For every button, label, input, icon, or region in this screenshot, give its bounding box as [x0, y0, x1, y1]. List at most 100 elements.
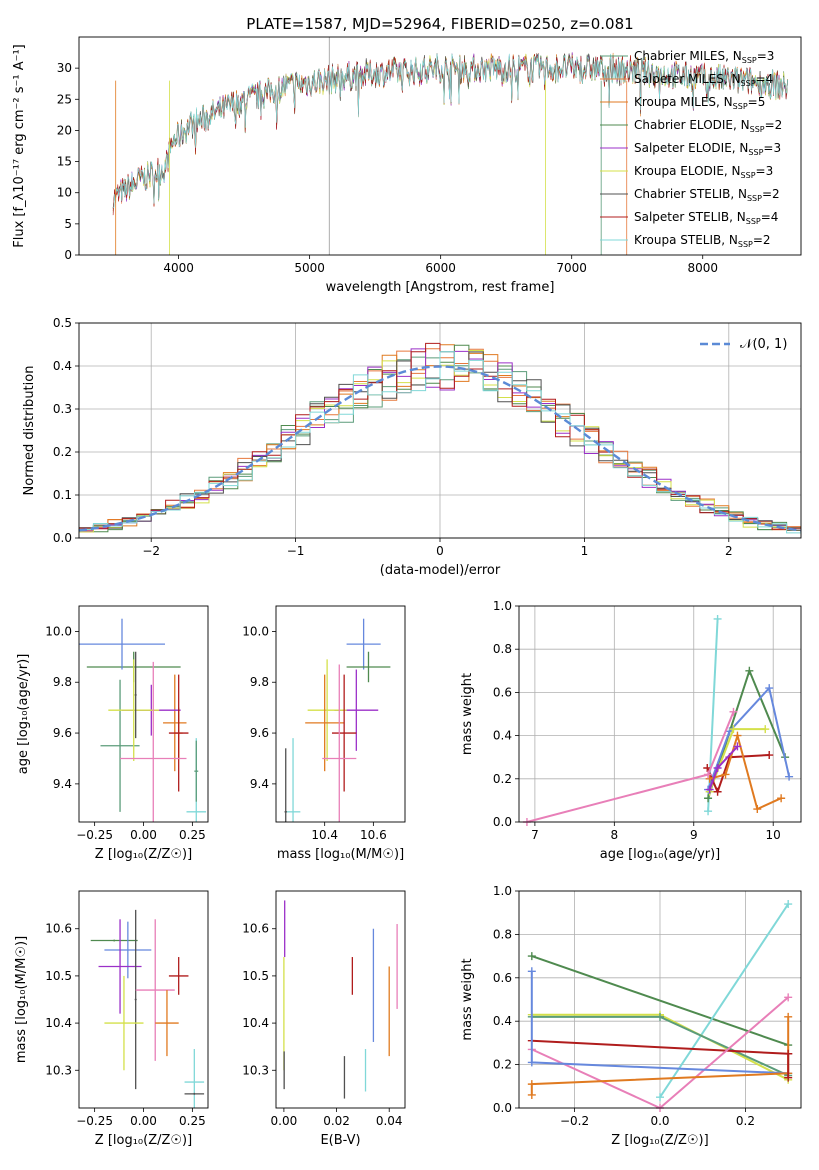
x-tick-label: −0.2 [560, 1114, 589, 1128]
data-point [527, 1058, 536, 1067]
x-tick-label: 0 [436, 544, 444, 558]
legend-entry: Salpeter STELIB, NSSP=4 [634, 210, 778, 226]
y-tick-label: 25 [57, 92, 72, 106]
x-axis-label: Z [log₁₀(Z/Z☉)] [95, 847, 192, 862]
y-tick-label: 0.0 [493, 815, 512, 829]
figure-title: PLATE=1587, MJD=52964, FIBERID=0250, z=0… [246, 15, 633, 33]
x-tick-label: 1 [581, 544, 589, 558]
y-tick-label: 10.5 [45, 969, 72, 983]
y-tick-label: 0.5 [53, 316, 72, 330]
x-tick-label: 10.4 [311, 828, 338, 842]
data-point [733, 731, 742, 740]
y-tick-label: 10.6 [242, 922, 269, 936]
data-point [745, 666, 754, 675]
y-tick-label: 10.4 [242, 1016, 269, 1030]
y-tick-label: 9.6 [250, 726, 269, 740]
axes-frame [78, 36, 802, 256]
y-tick-label: 10.0 [242, 624, 269, 638]
data-point [721, 770, 730, 779]
y-tick-label: 0.6 [493, 971, 512, 985]
x-axis-label: Z [log₁₀(Z/Z☉)] [95, 1133, 192, 1148]
data-point [784, 900, 793, 909]
x-tick-label: 7 [531, 828, 539, 842]
y-tick-label: 15 [57, 155, 72, 169]
axes-frame [78, 605, 209, 823]
data-point [784, 1073, 793, 1082]
y-axis-label: mass weight [460, 958, 475, 1040]
data-point [765, 684, 774, 693]
y-tick-label: 10 [57, 186, 72, 200]
series-line [531, 955, 789, 1047]
y-tick-label: 0.2 [493, 1058, 512, 1072]
data-point [527, 1090, 536, 1099]
x-axis-label: (data-model)/error [380, 563, 501, 578]
y-tick-label: 0.2 [493, 772, 512, 786]
y-tick-label: 0.6 [493, 685, 512, 699]
y-tick-label: 20 [57, 123, 72, 137]
data-point [765, 751, 774, 760]
x-tick-label: 0.2 [736, 1114, 755, 1128]
x-axis-label: age [log₁₀(age/yr)] [600, 847, 721, 862]
series-line [526, 711, 735, 822]
x-tick-label: 0.02 [323, 1114, 350, 1128]
data-point [785, 772, 794, 781]
data-point [713, 764, 722, 772]
legend-entry: Chabrier MILES, NSSP=3 [634, 49, 774, 65]
x-tick-label: 10 [766, 828, 781, 842]
data-point [713, 787, 722, 796]
data-point [761, 725, 770, 734]
x-tick-label: −0.25 [76, 828, 113, 842]
x-tick-label: 2 [725, 544, 733, 558]
legend-entry: Kroupa STELIB, NSSP=2 [634, 233, 771, 249]
data-point [713, 614, 722, 623]
mass-vs-metallicity-axes: −0.25 0.00 0.25 10.3 10.4 10.5 10.6 Z [log₁₀(Z/… [14, 890, 209, 1148]
axes-frame [518, 890, 802, 1109]
y-axis-label: Normed distribution [22, 366, 37, 496]
y-tick-label: 9.4 [250, 777, 269, 791]
legend-entry: Chabrier ELODIE, NSSP=2 [634, 118, 782, 134]
y-tick-label: 0.4 [493, 729, 512, 743]
age-vs-mass-axes: 10.4 10.6 9.4 9.6 9.8 10.0 mass [log₁₀(M/M☉)] [242, 605, 406, 862]
spectrum-axes: 4000 5000 6000 7000 8000 0 5 10 15 20 25 30 waveleng… [12, 36, 802, 295]
y-tick-label: 1.0 [493, 884, 512, 898]
y-tick-label: 5 [64, 217, 72, 231]
series-line [659, 903, 790, 1098]
y-tick-label: 9.4 [53, 777, 72, 791]
y-tick-label: 0.8 [493, 642, 512, 656]
massweight-vs-metallicity-axes: −0.2 0.0 0.2 0.0 0.2 0.4 0.6 0.8 1.0 Z [log₁₀(Z/Z… [460, 884, 802, 1148]
series-line [530, 1016, 790, 1095]
x-tick-label: 0.25 [179, 1114, 206, 1128]
y-tick-label: 9.8 [53, 675, 72, 689]
data-point [784, 993, 793, 1002]
y-tick-label: 10.4 [45, 1016, 72, 1030]
y-tick-label: 10.6 [45, 922, 72, 936]
x-tick-label: 8000 [687, 261, 718, 275]
y-tick-label: 10.3 [242, 1063, 269, 1077]
y-tick-label: 10.0 [45, 624, 72, 638]
data-point [784, 1012, 793, 1021]
data-point [704, 770, 713, 779]
data-point [527, 1080, 536, 1089]
axes-frame [78, 890, 209, 1109]
data-point [705, 774, 714, 783]
axes-frame [78, 322, 802, 539]
legend-entry: Chabrier STELIB, NSSP=2 [634, 187, 780, 203]
x-axis-label: E(B-V) [320, 1133, 360, 1148]
axes-frame [275, 890, 406, 1109]
y-tick-label: 0.0 [53, 531, 72, 545]
y-axis-label: age [log₁₀(age/yr)] [16, 654, 31, 775]
y-tick-label: 0 [64, 248, 72, 262]
x-tick-label: 0.00 [130, 828, 157, 842]
data-point [733, 742, 742, 751]
axes-frame [518, 605, 802, 823]
x-axis-label: wavelength [Angstrom, rest frame] [326, 280, 555, 295]
y-tick-label: 10.3 [45, 1063, 72, 1077]
residuals-axes: −2 −1 0 1 2 0.0 0.1 0.2 0.3 0.4 0.5 (data-model)/er… [22, 316, 802, 578]
massweight-vs-age-axes: 7 8 9 10 0.0 0.2 0.4 0.6 0.8 1.0 age [log₁₀(age/yr… [460, 599, 802, 862]
legend-entry: Kroupa MILES, NSSP=5 [634, 95, 765, 111]
data-point [784, 1049, 793, 1058]
y-tick-label: 0.3 [53, 402, 72, 416]
data-point [656, 1012, 664, 1021]
y-tick-label: 0.1 [53, 488, 72, 502]
